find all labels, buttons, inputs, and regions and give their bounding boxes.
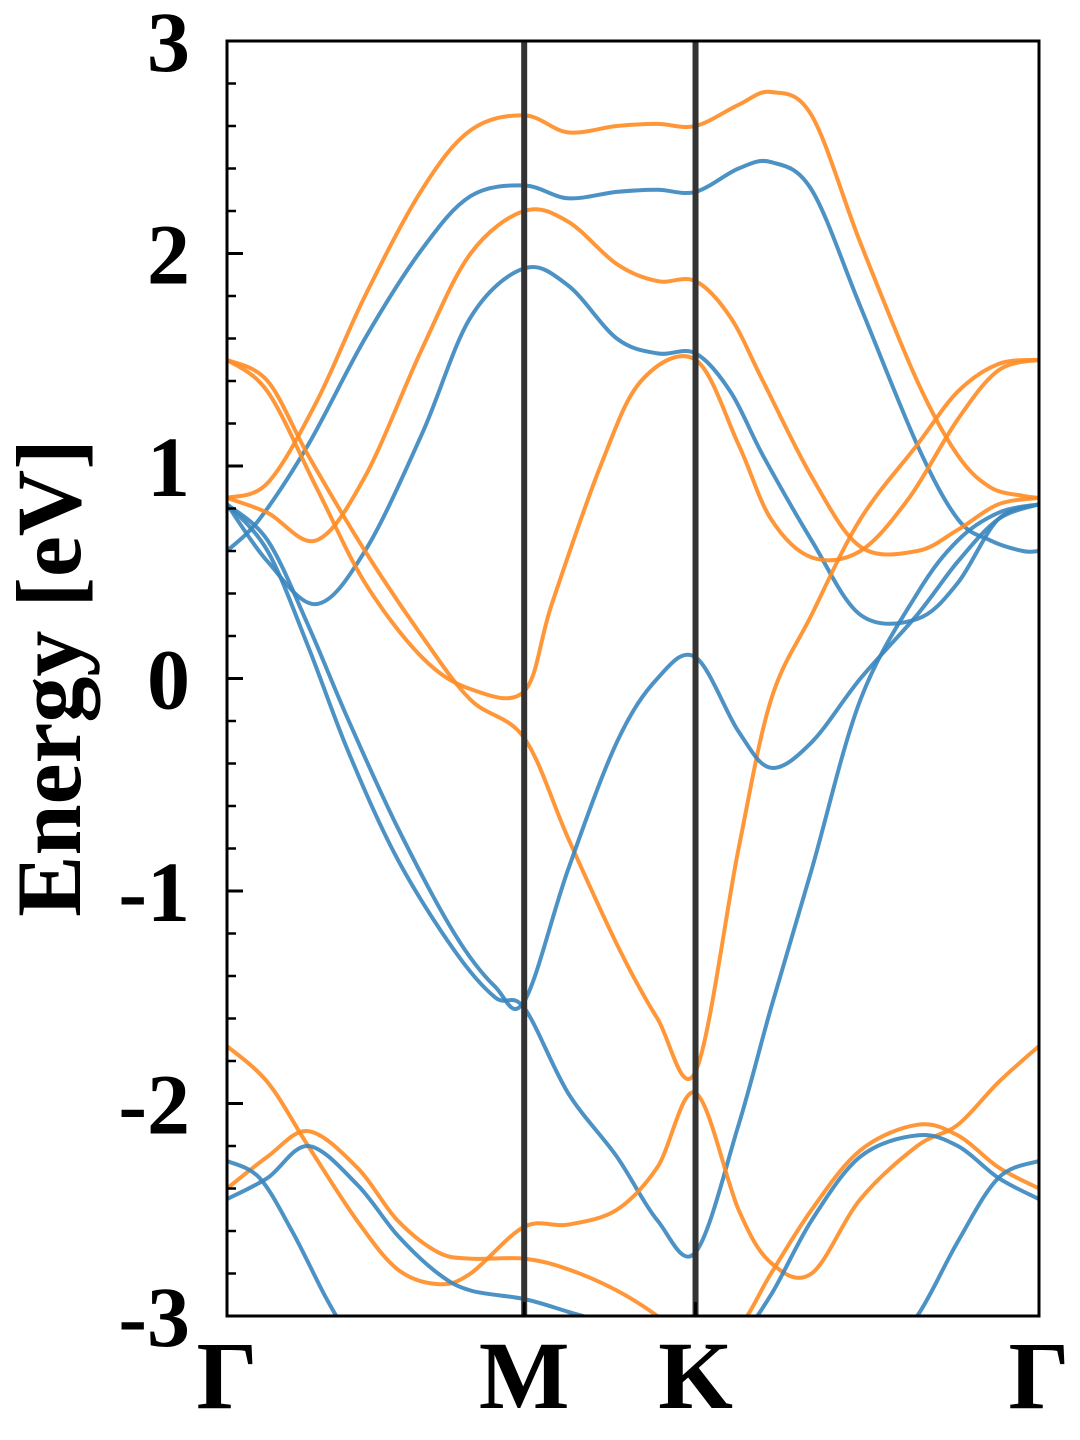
band-line-blue-2 [227, 158, 1039, 554]
kpoint-label: K [658, 1322, 733, 1429]
band-lines [227, 89, 1039, 1316]
band-line-orange-6 [227, 357, 1039, 1082]
y-tick-label: 3 [147, 0, 190, 90]
band-line-blue-8 [227, 502, 1039, 1259]
y-tick-labels: -3 -2 -1 0 1 2 3 [118, 0, 190, 1365]
kpoint-label: Γ [1008, 1322, 1069, 1429]
plot-frame [225, 39, 1041, 1318]
band-line-blue-12 [227, 1158, 1039, 1316]
band-line-orange-10 [227, 1122, 1039, 1316]
band-line-blue-7 [227, 502, 1039, 1012]
band-line-orange-1 [227, 89, 1039, 500]
y-tick-label: -3 [118, 1269, 190, 1365]
y-tick-label: 1 [147, 419, 190, 515]
band-line-orange-3 [227, 207, 1039, 557]
band-line-orange-5 [227, 354, 1039, 701]
kpoint-separator-lines [521, 41, 699, 1316]
y-tick-label: 2 [147, 207, 190, 303]
band-line-orange-9 [227, 1044, 1039, 1287]
kpoint-label: Γ [196, 1322, 257, 1429]
y-tick-label: 0 [147, 632, 190, 728]
kpoint-label: M [479, 1322, 570, 1429]
y-tick-label: -1 [118, 844, 190, 940]
band-line-blue-11 [227, 1133, 1039, 1316]
y-axis-label: Energy [eV] [0, 439, 100, 917]
y-tick-label: -2 [118, 1057, 190, 1153]
